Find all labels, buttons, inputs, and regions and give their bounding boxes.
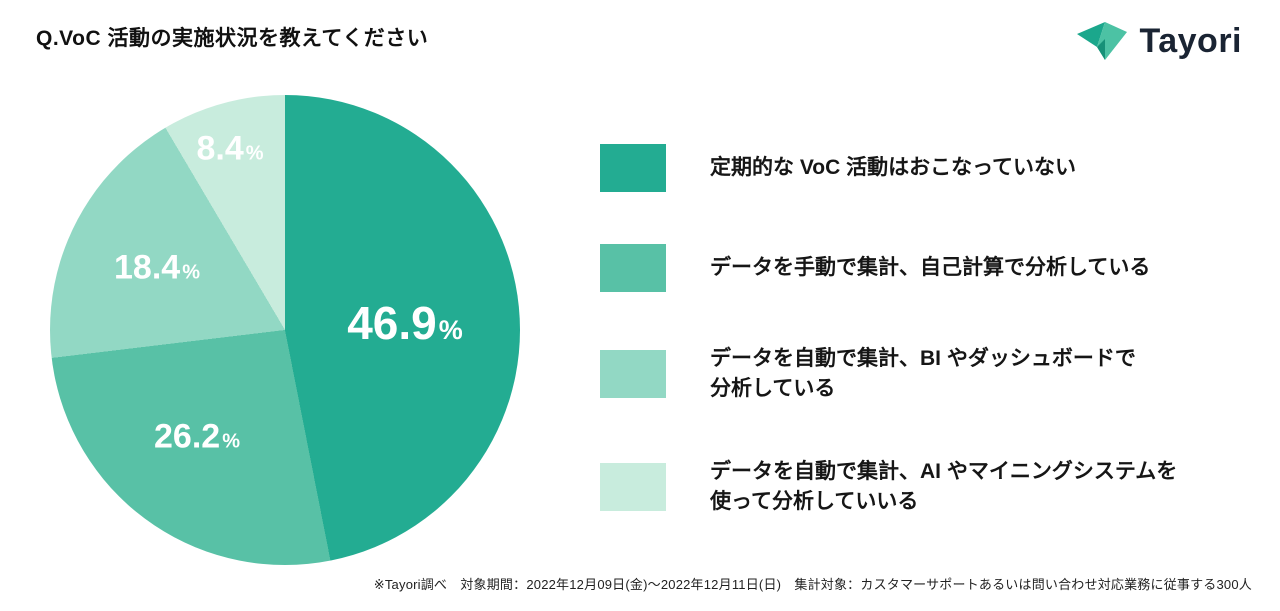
pie-value-3: 18.4 [114,248,181,287]
legend-swatch-4 [600,463,666,512]
legend-label-4-line-2: 使って分析していいる [710,490,919,514]
survey-footnote: ※Tayori調べ 対象期間：2022年12月09日(金)〜2022年12月11… [373,577,1252,592]
pie-chart [50,95,520,565]
legend-item-3: データを自動で集計、BI やダッシュボードで 分析している [600,344,1240,405]
legend-item-1: 定期的な VoC 活動はおこなっていない [600,144,1240,192]
pie-chart-area: 46.9 % 26.2 % 18.4 % 8.4 % [50,95,520,565]
legend-label-3-line-1: データを自動で集計、BI やダッシュボードで [710,347,1136,370]
pie-value-1: 46.9 [347,297,437,349]
legend: 定期的な VoC 活動はおこなっていない データを手動で集計、自己計算で分析して… [600,144,1240,518]
legend-label-2-line-1: データを手動で集計、自己計算で分析している [710,255,1151,279]
legend-label-1-line-1: 定期的な VoC 活動はおこなっていない [710,155,1077,179]
pie-unit-2: % [222,430,240,453]
legend-item-2: データを手動で集計、自己計算で分析している [600,244,1240,292]
legend-label-2: データを手動で集計、自己計算で分析している [710,253,1150,283]
pie-unit-3: % [182,261,200,284]
pie-unit-4: % [245,142,264,165]
legend-swatch-2 [600,244,666,292]
brand-name: Tayori [1139,21,1242,60]
legend-label-3: データを自動で集計、BI やダッシュボードで 分析している [710,344,1136,405]
pie-value-label-1: 46.9 % [347,296,463,350]
pie-value-label-4: 8.4 % [196,130,263,169]
pie-unit-1: % [438,315,463,345]
legend-label-4-line-1: データを自動で集計、AI やマイニングシステムを [710,459,1178,483]
legend-swatch-1 [600,144,666,192]
tayori-logo-icon [1075,20,1129,62]
brand-logo: Tayori [1075,20,1242,62]
legend-swatch-3 [600,350,666,399]
pie-value-label-2: 26.2 % [154,418,240,457]
legend-label-3-line-2: 分析している [710,377,836,401]
legend-label-1: 定期的な VoC 活動はおこなっていない [710,153,1076,183]
legend-label-4: データを自動で集計、AI やマイニングシステムを 使って分析していいる [710,457,1177,518]
pie-value-label-3: 18.4 % [114,249,200,288]
legend-item-4: データを自動で集計、AI やマイニングシステムを 使って分析していいる [600,457,1240,518]
page-title: Q.VoC 活動の実施状況を教えてください [36,27,429,50]
pie-value-2: 26.2 [154,417,221,456]
pie-value-4: 8.4 [196,129,244,168]
